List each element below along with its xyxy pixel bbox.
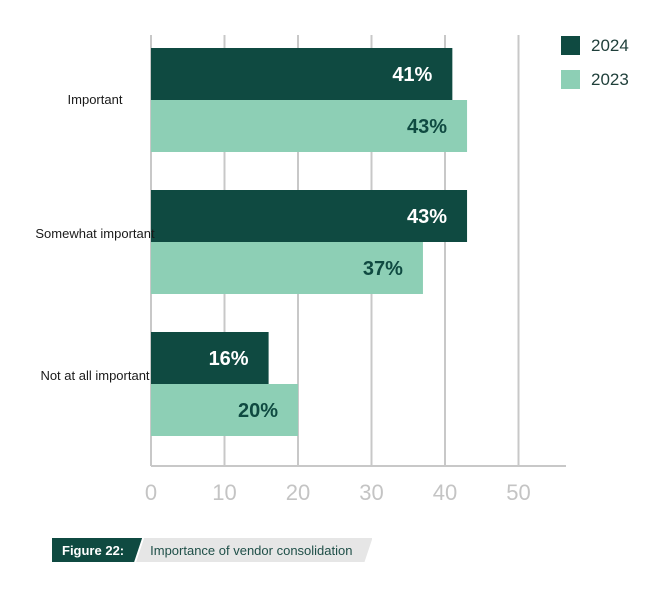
x-tick-label-30: 30 bbox=[359, 480, 383, 505]
bar-2024-somewhat-important bbox=[151, 190, 468, 242]
figure-caption-text: Importance of vendor consolidation bbox=[136, 538, 372, 562]
bar-value-label-2023-somewhat-important: 37% bbox=[363, 258, 403, 280]
legend-label-2024: 2024 bbox=[591, 36, 629, 55]
category-label-not-at-all-important-text: Not at all important bbox=[40, 368, 150, 383]
bar-chart: 0 10 20 30 40 50 41% 43% 43% 37% 16% 20% 2024 2023 bbox=[145, 35, 629, 505]
bar-value-label-2023-important: 43% bbox=[407, 116, 447, 138]
x-tick-label-40: 40 bbox=[433, 480, 457, 505]
legend-label-2023: 2023 bbox=[591, 70, 629, 89]
category-label-not-at-all-important: Not at all important bbox=[35, 367, 155, 384]
bar-2023-not-at-all-important bbox=[151, 384, 298, 436]
category-label-somewhat-important: Somewhat important bbox=[35, 225, 155, 242]
x-tick-label-20: 20 bbox=[286, 480, 310, 505]
bar-2023-somewhat-important bbox=[151, 242, 423, 294]
bar-2023-important bbox=[151, 100, 468, 152]
bar-2024-not-at-all-important bbox=[151, 332, 269, 384]
legend-swatch-2024 bbox=[561, 36, 580, 55]
x-tick-label-10: 10 bbox=[212, 480, 236, 505]
bar-2024-important bbox=[151, 48, 453, 100]
bar-value-label-2024-somewhat-important: 43% bbox=[407, 206, 447, 228]
x-tick-label-50: 50 bbox=[506, 480, 530, 505]
category-label-somewhat-important-text: Somewhat important bbox=[35, 226, 155, 241]
category-label-important: Important bbox=[67, 92, 123, 107]
figure-caption: Figure 22: Importance of vendor consolid… bbox=[52, 538, 372, 562]
bar-value-label-2023-not-at-all-important: 20% bbox=[238, 400, 278, 422]
legend-swatch-2023 bbox=[561, 70, 580, 89]
x-tick-label-0: 0 bbox=[145, 480, 157, 505]
figure-caption-label: Figure 22: bbox=[52, 538, 142, 562]
bar-value-label-2024-not-at-all-important: 16% bbox=[209, 348, 249, 370]
bar-value-label-2024-important: 41% bbox=[392, 64, 432, 86]
